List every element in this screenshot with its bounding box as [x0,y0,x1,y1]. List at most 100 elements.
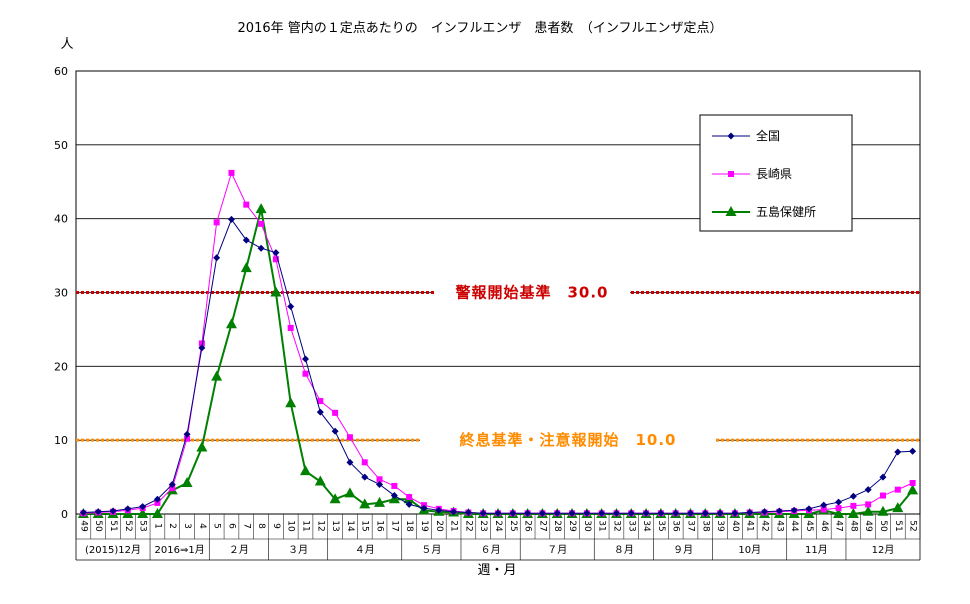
data-point [731,509,739,517]
data-point [847,508,859,518]
x-tick-label: 30 [582,520,592,532]
x-tick-label: 37 [685,520,695,531]
data-point [716,509,724,517]
x-tick-label: 15 [360,520,370,531]
x-tick-label: 12 [315,520,325,531]
data-point [376,480,384,488]
x-tick-label: 49 [863,520,873,532]
data-point [79,509,87,517]
data-point [332,409,339,416]
y-axis-unit-label: 人 [60,37,73,52]
x-month-label: (2015)12月 [85,544,141,556]
data-point [509,509,517,517]
x-tick-label: 13 [330,520,340,531]
data-point [879,492,886,499]
x-tick-label: 26 [523,520,533,532]
data-point [538,509,546,517]
data-point [317,398,324,405]
series-2 [77,203,919,518]
data-point [835,498,843,506]
data-point [820,501,828,509]
data-point [139,503,147,511]
data-point [346,434,353,441]
x-tick-label: 33 [626,520,636,531]
x-tick-label: 1 [152,523,162,529]
legend-label: 全国 [756,128,780,143]
data-point [211,370,223,381]
legend-label: 長崎県 [756,167,792,181]
data-point [864,486,872,494]
x-tick-label: 22 [463,520,473,531]
data-point [391,482,398,489]
x-tick-label: 40 [730,520,740,532]
x-tick-label: 50 [878,520,888,532]
data-point [227,215,235,223]
data-point [151,508,163,518]
data-point [272,249,280,257]
data-point [331,427,339,435]
data-point [894,448,902,456]
data-point [198,340,205,347]
x-tick-label: 7 [241,523,251,529]
data-point [228,169,235,176]
x-tick-label: 34 [641,520,651,532]
data-point [862,505,874,516]
x-tick-label: 10 [286,520,296,532]
data-point [374,496,386,507]
data-point [181,476,193,487]
data-point [464,509,472,517]
x-month-label: ５月 [421,544,441,556]
x-tick-label: 16 [375,520,385,532]
data-point [568,509,576,517]
x-tick-label: 3 [182,523,192,529]
data-point [686,509,694,517]
x-tick-label: 28 [552,520,562,532]
data-point [775,507,783,515]
data-point [361,473,369,481]
legend-entry: 全国 [712,128,780,143]
data-point [124,505,132,513]
data-point [835,505,842,512]
x-tick-label: 47 [834,520,844,531]
x-tick-label: 46 [819,520,829,532]
x-tick-label: 6 [226,523,236,529]
data-point [909,447,917,455]
data-point [728,171,734,177]
data-point [137,508,149,518]
data-point [154,499,161,506]
x-tick-label: 24 [493,520,503,532]
x-month-label: 10月 [738,544,761,556]
data-point [879,473,887,481]
x-tick-label: 2 [167,523,177,529]
series-0 [79,215,917,517]
data-point [316,408,324,416]
data-point [892,502,904,513]
data-point [300,465,312,476]
data-point [450,508,458,516]
data-point [494,509,502,517]
data-point [820,506,827,513]
data-point [242,236,250,244]
x-tick-label: 36 [671,520,681,532]
x-tick-label: 11 [301,520,311,531]
x-tick-label: 43 [774,520,784,531]
y-tick-label: 30 [54,287,68,300]
data-point [255,203,267,214]
x-tick-label: 19 [419,520,429,532]
data-point [877,505,889,516]
x-tick-label: 14 [345,520,355,532]
x-month-label: ６月 [481,544,501,556]
data-point [169,485,176,492]
data-point [272,256,279,263]
data-point [761,508,769,516]
data-point [598,509,606,517]
data-point [196,441,208,452]
data-point [524,509,532,517]
data-point [213,219,220,226]
x-tick-label: 45 [804,520,814,531]
x-tick-label: 21 [449,520,459,531]
x-axis-label: 週・月 [477,563,516,578]
x-tick-label: 20 [434,520,444,532]
x-month-label: 11月 [805,544,828,556]
data-point [346,458,354,466]
